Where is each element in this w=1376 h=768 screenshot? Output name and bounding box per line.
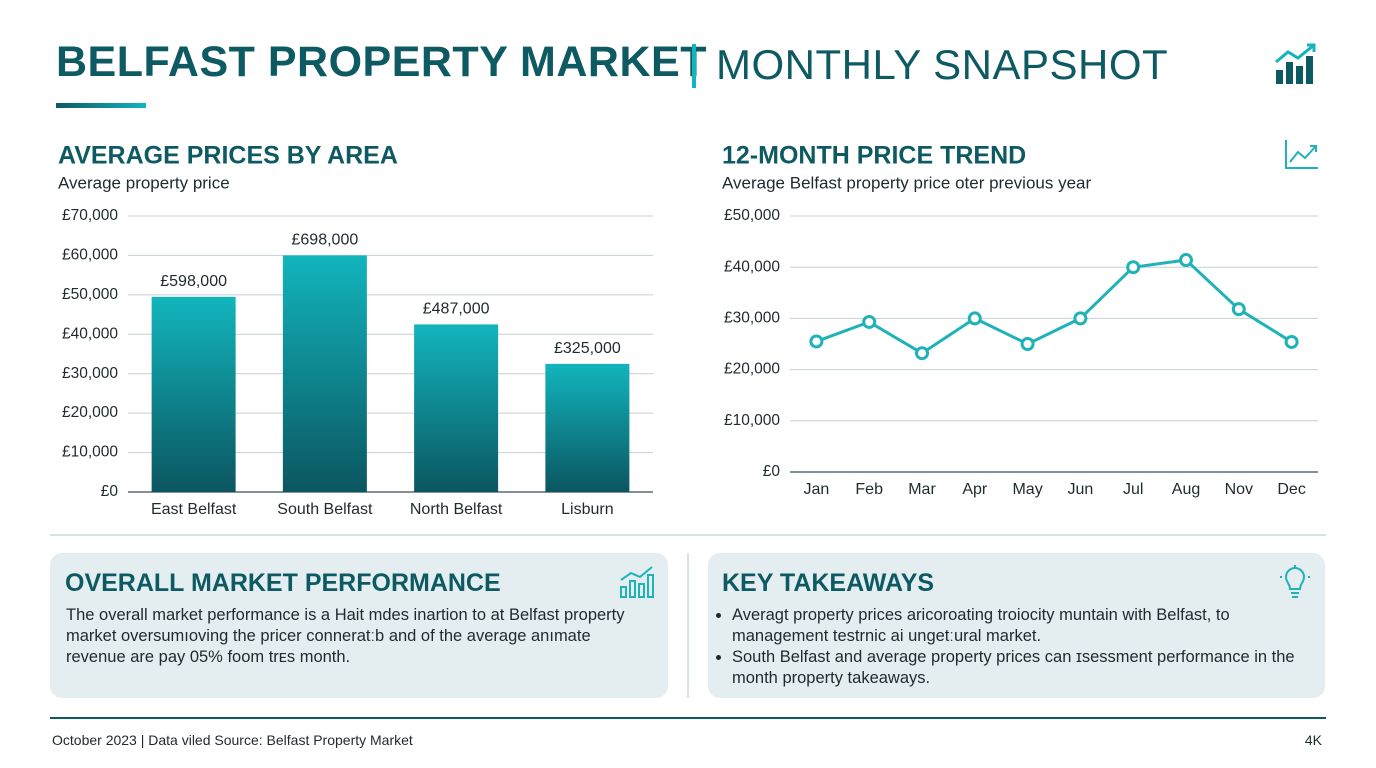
x-tick-label: South Belfast xyxy=(277,501,373,518)
bullet: South Belfast and average property price… xyxy=(732,647,1312,689)
chart-title: 12-MONTH PRICE TREND xyxy=(722,142,1026,170)
page-subtitle: MONTHLY SNAPSHOT xyxy=(716,41,1169,88)
x-tick-label: Jul xyxy=(1123,481,1143,498)
x-tick-label: Jan xyxy=(804,481,830,498)
bar-annotation: £598,000 xyxy=(160,273,227,290)
x-tick-label: North Belfast xyxy=(410,501,503,518)
y-tick-label: £50,000 xyxy=(62,286,118,303)
line-series xyxy=(815,258,1293,355)
footer-source: October 2023 | Data viled Source: Belfas… xyxy=(52,732,413,748)
y-tick-label: £20,000 xyxy=(724,361,780,378)
x-tick-label: Nov xyxy=(1225,481,1253,498)
x-tick-label: Jun xyxy=(1068,481,1094,498)
line-point xyxy=(915,346,929,361)
title-underline xyxy=(56,103,146,108)
bar xyxy=(414,324,499,492)
line-point xyxy=(967,311,982,326)
chart-title: AVERAGE PRICES BY AREA xyxy=(58,142,398,170)
card-text: The overall market performance is a Hait… xyxy=(66,606,625,666)
title-separator xyxy=(692,44,696,88)
line-point xyxy=(809,334,824,349)
y-tick-label: £50,000 xyxy=(724,207,780,224)
y-tick-label: £10,000 xyxy=(724,412,780,429)
bar-annotation: £487,000 xyxy=(423,301,490,318)
y-tick-label: £0 xyxy=(101,483,119,500)
line-point xyxy=(1179,253,1193,268)
card-title: KEY TAKEAWAYS xyxy=(722,569,935,597)
x-tick-label: Feb xyxy=(855,481,883,498)
x-tick-label: Mar xyxy=(908,481,936,498)
bar xyxy=(151,296,236,492)
chart-subtitle: Average Belfast property price oter prev… xyxy=(722,173,1091,192)
bar xyxy=(545,363,630,492)
card: KEY TAKEAWAYS Averagt property prices ar… xyxy=(708,553,1325,698)
y-tick-label: £60,000 xyxy=(62,247,118,264)
bullet: Averagt property prices aricoroating tro… xyxy=(732,605,1312,647)
x-tick-label: Lisburn xyxy=(561,501,613,518)
line-point xyxy=(1073,311,1088,326)
card: OVERALL MARKET PERFORMANCE The overall m… xyxy=(50,553,668,698)
bar xyxy=(282,255,367,492)
x-tick-label: East Belfast xyxy=(151,501,237,518)
y-tick-label: £40,000 xyxy=(724,258,780,275)
x-tick-label: May xyxy=(1012,481,1042,498)
x-tick-label: Apr xyxy=(962,481,988,498)
bullet-list: Averagt property prices aricoroating tro… xyxy=(710,605,1312,689)
line-point xyxy=(1020,337,1035,351)
trend-icon xyxy=(1285,140,1318,169)
page-title: BELFAST PROPERTY MARKET xyxy=(56,38,707,86)
y-tick-label: £40,000 xyxy=(62,325,118,342)
y-tick-label: £10,000 xyxy=(62,444,118,461)
card-icon xyxy=(620,566,654,598)
line-point xyxy=(862,314,877,329)
y-tick-label: £70,000 xyxy=(62,207,118,224)
x-tick-label: Aug xyxy=(1172,481,1200,498)
line-point xyxy=(1231,302,1246,317)
bar-annotation: £698,000 xyxy=(292,232,359,249)
chart-subtitle: Average property price xyxy=(58,173,230,192)
y-tick-label: £20,000 xyxy=(62,404,118,421)
header-icon xyxy=(1275,43,1316,84)
line-point xyxy=(1284,334,1299,349)
x-tick-label: Dec xyxy=(1277,481,1305,498)
card-icon xyxy=(1280,565,1310,598)
bar-annotation: £325,000 xyxy=(554,340,621,357)
y-tick-label: £30,000 xyxy=(724,309,780,326)
footer-badge: 4K xyxy=(1304,732,1322,748)
line-point xyxy=(1126,260,1141,275)
y-tick-label: £30,000 xyxy=(62,365,118,382)
card-title: OVERALL MARKET PERFORMANCE xyxy=(65,569,501,597)
y-tick-label: £0 xyxy=(763,463,781,480)
